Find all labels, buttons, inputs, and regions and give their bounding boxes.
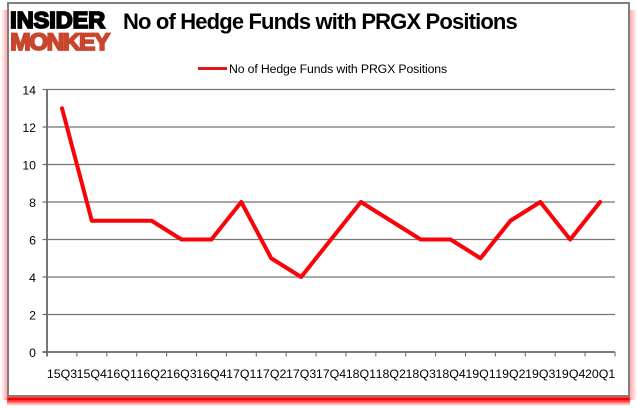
svg-text:18Q1: 18Q1	[346, 367, 376, 381]
svg-text:14: 14	[22, 83, 36, 97]
svg-text:16Q4: 16Q4	[196, 367, 226, 381]
svg-text:19Q4: 19Q4	[555, 367, 585, 381]
svg-text:4: 4	[29, 271, 36, 285]
svg-text:20Q1: 20Q1	[585, 367, 615, 381]
svg-text:17Q3: 17Q3	[286, 367, 316, 381]
svg-text:19Q2: 19Q2	[495, 367, 525, 381]
svg-text:16Q2: 16Q2	[136, 367, 166, 381]
svg-text:19Q3: 19Q3	[525, 367, 555, 381]
svg-text:10: 10	[22, 158, 36, 172]
svg-text:INSIDER: INSIDER	[10, 7, 105, 33]
svg-text:8: 8	[29, 196, 36, 210]
svg-text:18Q4: 18Q4	[435, 367, 465, 381]
svg-text:12: 12	[22, 121, 36, 135]
svg-text:18Q3: 18Q3	[406, 367, 436, 381]
svg-text:15Q3: 15Q3	[47, 367, 77, 381]
svg-text:2: 2	[29, 308, 36, 322]
svg-text:17Q1: 17Q1	[226, 367, 256, 381]
svg-text:18Q2: 18Q2	[376, 367, 406, 381]
svg-text:6: 6	[29, 233, 36, 247]
svg-text:15Q4: 15Q4	[77, 367, 107, 381]
svg-text:0: 0	[29, 346, 36, 360]
svg-text:MONKEY: MONKEY	[10, 29, 110, 56]
svg-text:19Q1: 19Q1	[465, 367, 495, 381]
svg-text:16Q1: 16Q1	[107, 367, 137, 381]
svg-text:17Q4: 17Q4	[316, 367, 346, 381]
svg-text:16Q3: 16Q3	[166, 367, 196, 381]
svg-text:17Q2: 17Q2	[256, 367, 286, 381]
